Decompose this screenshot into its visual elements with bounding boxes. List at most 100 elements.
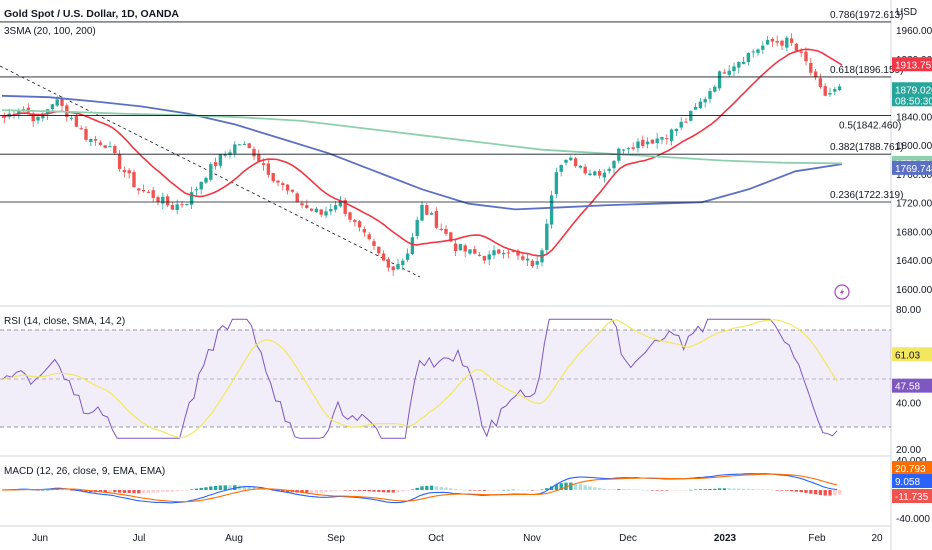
macd-histogram-bar: [165, 490, 170, 492]
macd-badge: [892, 474, 932, 488]
candle-body: [257, 154, 261, 162]
candle-body: [348, 212, 352, 220]
candle-body: [314, 208, 319, 213]
candle-body: [218, 154, 223, 166]
candle-body: [741, 61, 746, 64]
candle-body: [521, 256, 525, 260]
macd-histogram-bar: [84, 490, 88, 492]
macd-histogram-bar: [233, 485, 237, 490]
macd-histogram-bar: [36, 490, 40, 491]
macd-histogram-bar: [799, 490, 803, 493]
candle-body: [564, 159, 568, 163]
candle-body: [780, 40, 784, 46]
price-tick-label: 1720.000: [896, 199, 932, 210]
candle-body: [362, 229, 367, 233]
macd-histogram-bar: [497, 490, 501, 491]
candle-body: [165, 196, 170, 206]
candle-body: [113, 146, 117, 154]
lightning-alert-icon[interactable]: [834, 284, 850, 300]
candle-body: [137, 188, 141, 191]
candle-body: [295, 193, 299, 203]
currency-label: USD: [896, 7, 917, 18]
macd-histogram-bar: [593, 487, 597, 490]
candle-body: [737, 62, 741, 68]
macd-histogram-bar: [775, 490, 779, 491]
macd-histogram-bar: [794, 490, 799, 492]
candle-body: [434, 210, 439, 228]
macd-histogram-bar: [309, 490, 314, 493]
macd-histogram-bar: [391, 490, 395, 493]
macd-histogram-bar: [127, 490, 131, 493]
macd-histogram-bar: [674, 490, 679, 491]
macd-histogram-bar: [833, 490, 837, 496]
macd-histogram-bar: [204, 487, 208, 490]
candle-body: [69, 117, 74, 119]
time-axis[interactable]: Jun Jul Aug Sep Oct Nov Dec 2023 Feb 20: [32, 533, 883, 544]
candle-body: [117, 154, 122, 169]
candle-body: [415, 219, 419, 237]
time-axis-label: Nov: [523, 533, 541, 544]
macd-histogram-bar: [137, 490, 141, 494]
macd-pane[interactable]: [1, 473, 842, 504]
candle-body: [545, 223, 549, 251]
price-badge: [892, 82, 932, 107]
macd-histogram-bar: [65, 489, 69, 491]
macd-histogram-bar: [482, 490, 487, 491]
candle-body: [751, 51, 755, 53]
candle-body: [151, 190, 155, 199]
fib-level-label: 0.5(1842.460): [839, 121, 901, 132]
price-tick-label: 1960.000: [896, 26, 932, 37]
macd-histogram-bar: [314, 490, 319, 493]
macd-histogram-bar: [41, 489, 45, 491]
candle-body: [665, 138, 669, 140]
macd-histogram-bar: [597, 488, 602, 490]
candle-body: [468, 249, 472, 254]
macd-tick-label: -40.000: [896, 514, 930, 525]
macd-histogram-bar: [338, 490, 343, 491]
rsi-ma-line: [1, 319, 838, 439]
macd-histogram-bar: [473, 490, 477, 491]
macd-histogram-bar: [756, 489, 760, 490]
macd-histogram-bar: [828, 490, 832, 496]
macd-histogram-bar: [780, 490, 784, 491]
macd-histogram-bar: [458, 489, 463, 491]
macd-histogram-bar: [789, 490, 794, 492]
rsi-badge: [892, 378, 932, 393]
candle-body: [641, 139, 645, 146]
macd-badge-label: 20.793: [895, 464, 926, 475]
fib-level-label: 0.382(1788.761): [830, 142, 903, 153]
time-axis-label: Jul: [133, 533, 146, 544]
candle-body: [285, 184, 290, 191]
candle-body: [266, 163, 271, 175]
price-badge-label: 1879.020: [895, 85, 932, 96]
candle-body: [645, 141, 650, 145]
candle-body: [420, 204, 424, 221]
macd-histogram-bar: [636, 489, 640, 491]
fibonacci-levels: 0.786(1972.613) 0.618(1896.159) 0.5(1842.4…: [0, 10, 903, 203]
candle-body: [132, 171, 136, 188]
macd-histogram-bar: [530, 490, 535, 491]
chart-title: Gold Spot / U.S. Dollar, 1D, OANDA: [4, 8, 179, 20]
macd-histogram-bar: [669, 490, 674, 491]
macd-histogram-bar: [305, 490, 309, 493]
macd-histogram-bar: [439, 486, 443, 490]
macd-histogram-bar: [583, 485, 587, 490]
candle-body: [122, 170, 127, 173]
macd-histogram-bar: [737, 488, 741, 490]
rsi-pane[interactable]: [1, 318, 838, 439]
candle-body: [660, 137, 664, 140]
candle-body: [324, 211, 328, 216]
candle-body: [684, 121, 688, 123]
price-pane[interactable]: [0, 33, 843, 278]
candle-body: [444, 228, 448, 234]
macd-histogram-bar: [487, 490, 491, 491]
price-axis[interactable]: 1960.0001920.0001880.0001840.0001800.000…: [892, 26, 932, 525]
candle-body: [828, 93, 832, 95]
macd-histogram-bar: [281, 490, 285, 492]
macd-histogram-bar: [60, 489, 64, 490]
macd-histogram-bar: [189, 489, 194, 490]
macd-histogram-bar: [170, 490, 175, 492]
candle-body: [501, 252, 506, 255]
time-axis-label: Sep: [327, 533, 345, 544]
